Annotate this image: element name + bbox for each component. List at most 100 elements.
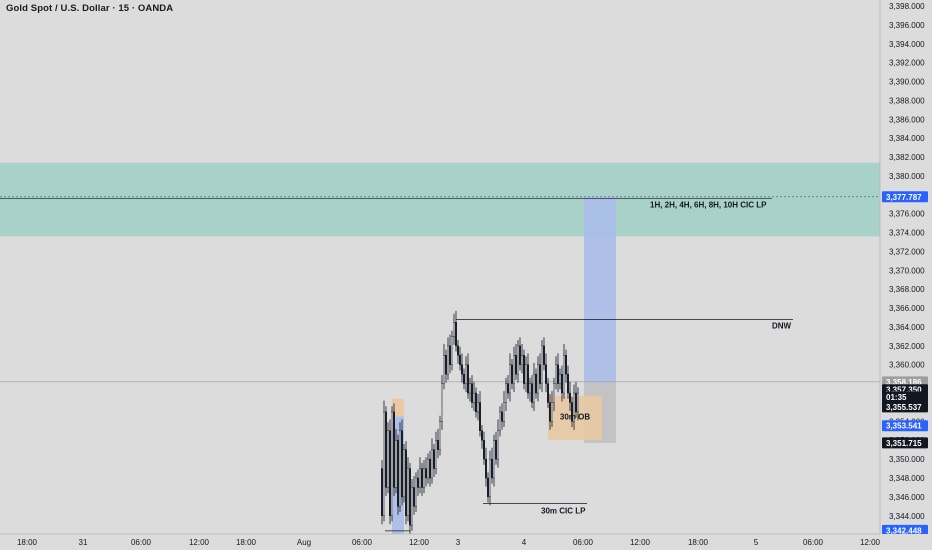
candle-body xyxy=(457,345,460,356)
candle-body xyxy=(445,355,448,375)
price-tag-label: 3,357.350 xyxy=(886,386,922,395)
price-tag-bg xyxy=(882,420,928,432)
x-tick-label: 12:00 xyxy=(630,538,651,547)
candle-body xyxy=(429,458,432,479)
y-tick-label: 3,362.000 xyxy=(889,342,925,351)
candle-body xyxy=(463,373,466,384)
x-tick-label: 12:00 xyxy=(409,538,430,547)
candle-body xyxy=(395,440,398,488)
cic-level-label: 1H, 2H, 4H, 6H, 8H, 10H CIC LP xyxy=(650,201,767,210)
candle-body xyxy=(529,383,532,394)
candle-body xyxy=(557,364,560,384)
candle-body xyxy=(391,411,394,516)
y-tick-label: 3,376.000 xyxy=(889,210,925,219)
candle-body xyxy=(493,440,496,479)
x-tick-label: Aug xyxy=(297,538,311,547)
candle-body xyxy=(479,402,482,432)
supply-zone xyxy=(0,162,880,237)
candle-body xyxy=(573,392,576,422)
candle-body xyxy=(477,402,480,413)
x-tick-label: 18:00 xyxy=(17,538,38,547)
long-position-target-area xyxy=(584,196,616,383)
y-tick-label: 3,382.000 xyxy=(889,153,925,162)
y-tick-label: 3,392.000 xyxy=(889,59,925,68)
candle-body xyxy=(487,477,490,498)
y-tick-label: 3,360.000 xyxy=(889,361,925,370)
candle-body xyxy=(435,440,438,469)
candle-body xyxy=(501,411,504,422)
candle-body xyxy=(509,364,512,394)
candle-body xyxy=(471,383,474,403)
candle-body xyxy=(385,411,388,488)
candle-body xyxy=(433,449,436,469)
candle-body xyxy=(543,345,546,365)
candle-body xyxy=(387,430,390,488)
candle-body xyxy=(511,364,514,384)
candle-body xyxy=(547,383,550,403)
x-tick-label: 18:00 xyxy=(236,538,257,547)
price-tag-bg xyxy=(882,391,928,403)
candle-body xyxy=(559,373,562,384)
y-tick-label: 3,386.000 xyxy=(889,115,925,124)
candle-body xyxy=(565,355,568,375)
order-block-label: 30m OB xyxy=(560,413,590,422)
y-tick-label: 3,396.000 xyxy=(889,21,925,30)
candle-body xyxy=(425,468,428,479)
candle-body xyxy=(551,402,554,422)
candle-body xyxy=(491,458,494,479)
candle-body xyxy=(423,468,426,488)
y-tick-label: 3,346.000 xyxy=(889,493,925,502)
price-axis-bg xyxy=(880,0,932,550)
candle-body xyxy=(469,383,472,394)
candle-body xyxy=(545,364,548,384)
candle-body xyxy=(519,345,522,365)
candle-body xyxy=(515,355,518,375)
x-tick-label: 4 xyxy=(522,538,527,547)
candle-body xyxy=(495,440,498,460)
candle-body xyxy=(447,345,450,375)
x-tick-label: 06:00 xyxy=(573,538,594,547)
y-tick-label: 3,370.000 xyxy=(889,266,925,275)
candle-body xyxy=(567,373,570,394)
candle-body xyxy=(527,364,530,394)
candle-body xyxy=(481,430,484,441)
candle-body xyxy=(459,355,462,365)
candle-body xyxy=(393,411,396,488)
candle-body xyxy=(555,364,558,384)
candle-body xyxy=(535,373,538,394)
price-tag-bg xyxy=(882,524,928,536)
candle-body xyxy=(465,364,468,384)
candle-body xyxy=(403,449,406,498)
candle-body xyxy=(489,458,492,498)
candle-body xyxy=(517,345,520,375)
price-tag-label: 01:35 xyxy=(886,393,907,402)
price-tag-label: 3,358.186 xyxy=(886,378,922,387)
candle-body xyxy=(449,345,452,365)
candle-body xyxy=(553,383,556,403)
y-tick-label: 3,374.000 xyxy=(889,229,925,238)
y-tick-label: 3,388.000 xyxy=(889,96,925,105)
x-tick-label: 06:00 xyxy=(803,538,824,547)
candle-body xyxy=(399,430,402,507)
x-tick-label: 3 xyxy=(456,538,461,547)
candle-body xyxy=(569,392,572,403)
candle-body xyxy=(443,355,446,384)
candle-body xyxy=(405,449,408,516)
x-tick-label: 06:00 xyxy=(352,538,373,547)
price-tag-label: 3,342.448 xyxy=(886,526,922,535)
candle-body xyxy=(409,468,412,526)
candle-body xyxy=(421,468,424,488)
candle-body xyxy=(571,402,574,422)
y-tick-label: 3,384.000 xyxy=(889,134,925,143)
x-tick-label: 31 xyxy=(79,538,88,547)
y-tick-label: 3,390.000 xyxy=(889,78,925,87)
y-tick-label: 3,394.000 xyxy=(889,40,925,49)
candle-body xyxy=(401,430,404,498)
candle-body xyxy=(561,373,564,394)
candle-body xyxy=(383,411,386,516)
candle-body xyxy=(541,345,544,384)
x-tick-label: 18:00 xyxy=(688,538,709,547)
candle-body xyxy=(537,364,540,394)
